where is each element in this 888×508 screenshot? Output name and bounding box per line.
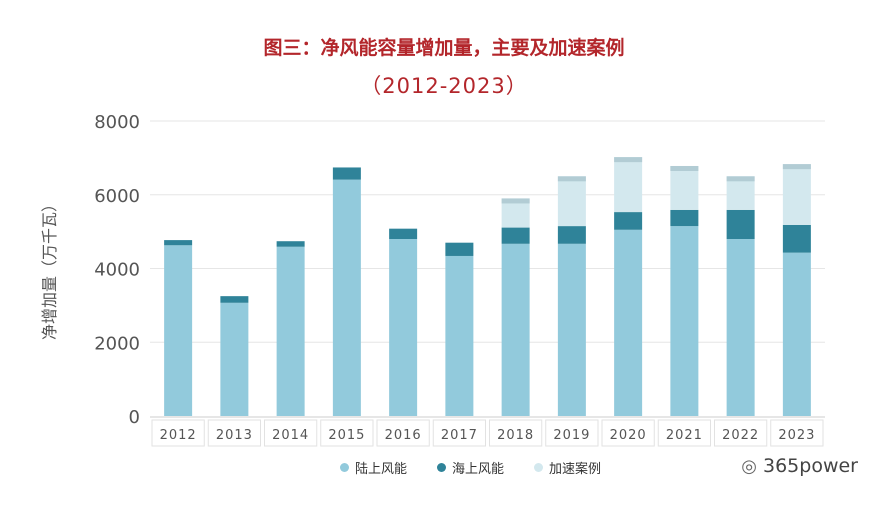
x-tick-box	[657, 419, 711, 447]
bar-2023-series-1	[782, 224, 811, 253]
bar-2016-series-0	[389, 239, 418, 416]
bar-cap-2020	[614, 157, 643, 163]
bar-2018-series-1	[501, 227, 530, 244]
bar-2017-series-1	[445, 242, 474, 256]
bar-2020-series-0	[614, 229, 643, 416]
y-tick-label: 2000	[94, 333, 140, 354]
wechat-icon: ◎	[741, 455, 757, 477]
legend: 陆上风能 海上风能 加速案例	[340, 458, 601, 477]
bar-2016-series-1	[389, 228, 418, 239]
watermark: ◎ 365power	[741, 455, 858, 477]
bar-2013-series-1	[220, 296, 249, 303]
bar-cap-2022	[726, 176, 755, 182]
x-tick-box	[376, 419, 430, 447]
bar-2022-series-1	[726, 209, 755, 239]
bar-2019-series-0	[557, 243, 586, 416]
legend-item-onshore[interactable]: 陆上风能	[340, 458, 407, 477]
bar-cap-2023	[782, 164, 811, 170]
bar-2022-series-2	[726, 176, 755, 210]
legend-item-accelerated[interactable]: 加速案例	[534, 458, 601, 477]
x-tick-label: 2023	[778, 428, 815, 443]
x-tick-label: 2019	[553, 428, 590, 443]
legend-label: 加速案例	[549, 462, 602, 477]
chart-title: 图三：净风能容量增加量，主要及加速案例	[263, 37, 625, 59]
bar-2014-series-1	[276, 241, 305, 247]
x-tick-label: 2014	[272, 428, 309, 443]
watermark-text: 365power	[763, 455, 858, 477]
x-tick-box	[264, 419, 318, 447]
legend-marker	[437, 463, 447, 472]
bar-2017-series-0	[445, 255, 474, 416]
x-tick-label: 2013	[216, 428, 253, 443]
legend-label: 海上风能	[452, 462, 505, 477]
x-tick-box	[320, 419, 374, 447]
bar-2012-series-0	[164, 245, 193, 416]
bar-2021-series-2	[670, 165, 699, 210]
bar-2023-series-2	[782, 164, 811, 225]
x-tick-box	[714, 419, 768, 447]
legend-label: 陆上风能	[355, 462, 408, 477]
y-tick-label: 8000	[94, 112, 140, 133]
y-tick-label: 0	[129, 407, 140, 428]
y-tick-label: 4000	[94, 260, 140, 281]
bar-2023-series-0	[782, 252, 811, 416]
x-tick-box	[432, 419, 486, 447]
x-tick-label: 2020	[610, 428, 647, 443]
y-tick-label: 6000	[94, 186, 140, 207]
bar-2022-series-0	[726, 239, 755, 416]
legend-item-offshore[interactable]: 海上风能	[437, 458, 504, 477]
x-tick-box	[545, 419, 599, 447]
x-tick-label: 2015	[328, 428, 365, 443]
x-tick-label: 2017	[441, 428, 478, 443]
legend-marker	[340, 463, 349, 472]
x-tick-label: 2016	[385, 428, 422, 443]
bar-2019-series-2	[557, 176, 586, 227]
bar-cap-2019	[557, 176, 586, 182]
bar-2012-series-1	[164, 240, 193, 246]
bar-cap-2018	[501, 198, 530, 204]
bar-2014-series-0	[276, 246, 305, 416]
x-tick-label: 2018	[497, 428, 534, 443]
x-tick-box	[601, 419, 655, 447]
x-tick-box	[151, 419, 205, 447]
bar-cap-2021	[670, 165, 699, 171]
bar-2015-series-1	[332, 167, 361, 180]
chart-subtitle: （2012-2023）	[360, 74, 528, 98]
x-tick-box	[207, 419, 261, 447]
x-tick-label: 2021	[666, 428, 703, 443]
x-tick-box	[770, 419, 824, 447]
bar-2021-series-0	[670, 226, 699, 416]
x-tick-box	[489, 419, 543, 447]
x-tick-label: 2012	[160, 428, 197, 443]
x-tick-label: 2022	[722, 428, 759, 443]
bar-2021-series-1	[670, 209, 699, 227]
legend-marker	[534, 463, 544, 472]
bar-2019-series-1	[557, 226, 586, 244]
bar-2013-series-0	[220, 302, 249, 416]
bar-2018-series-0	[501, 243, 530, 416]
bar-2015-series-0	[332, 179, 361, 416]
bar-2020-series-2	[614, 157, 643, 213]
bar-2020-series-1	[614, 212, 643, 230]
